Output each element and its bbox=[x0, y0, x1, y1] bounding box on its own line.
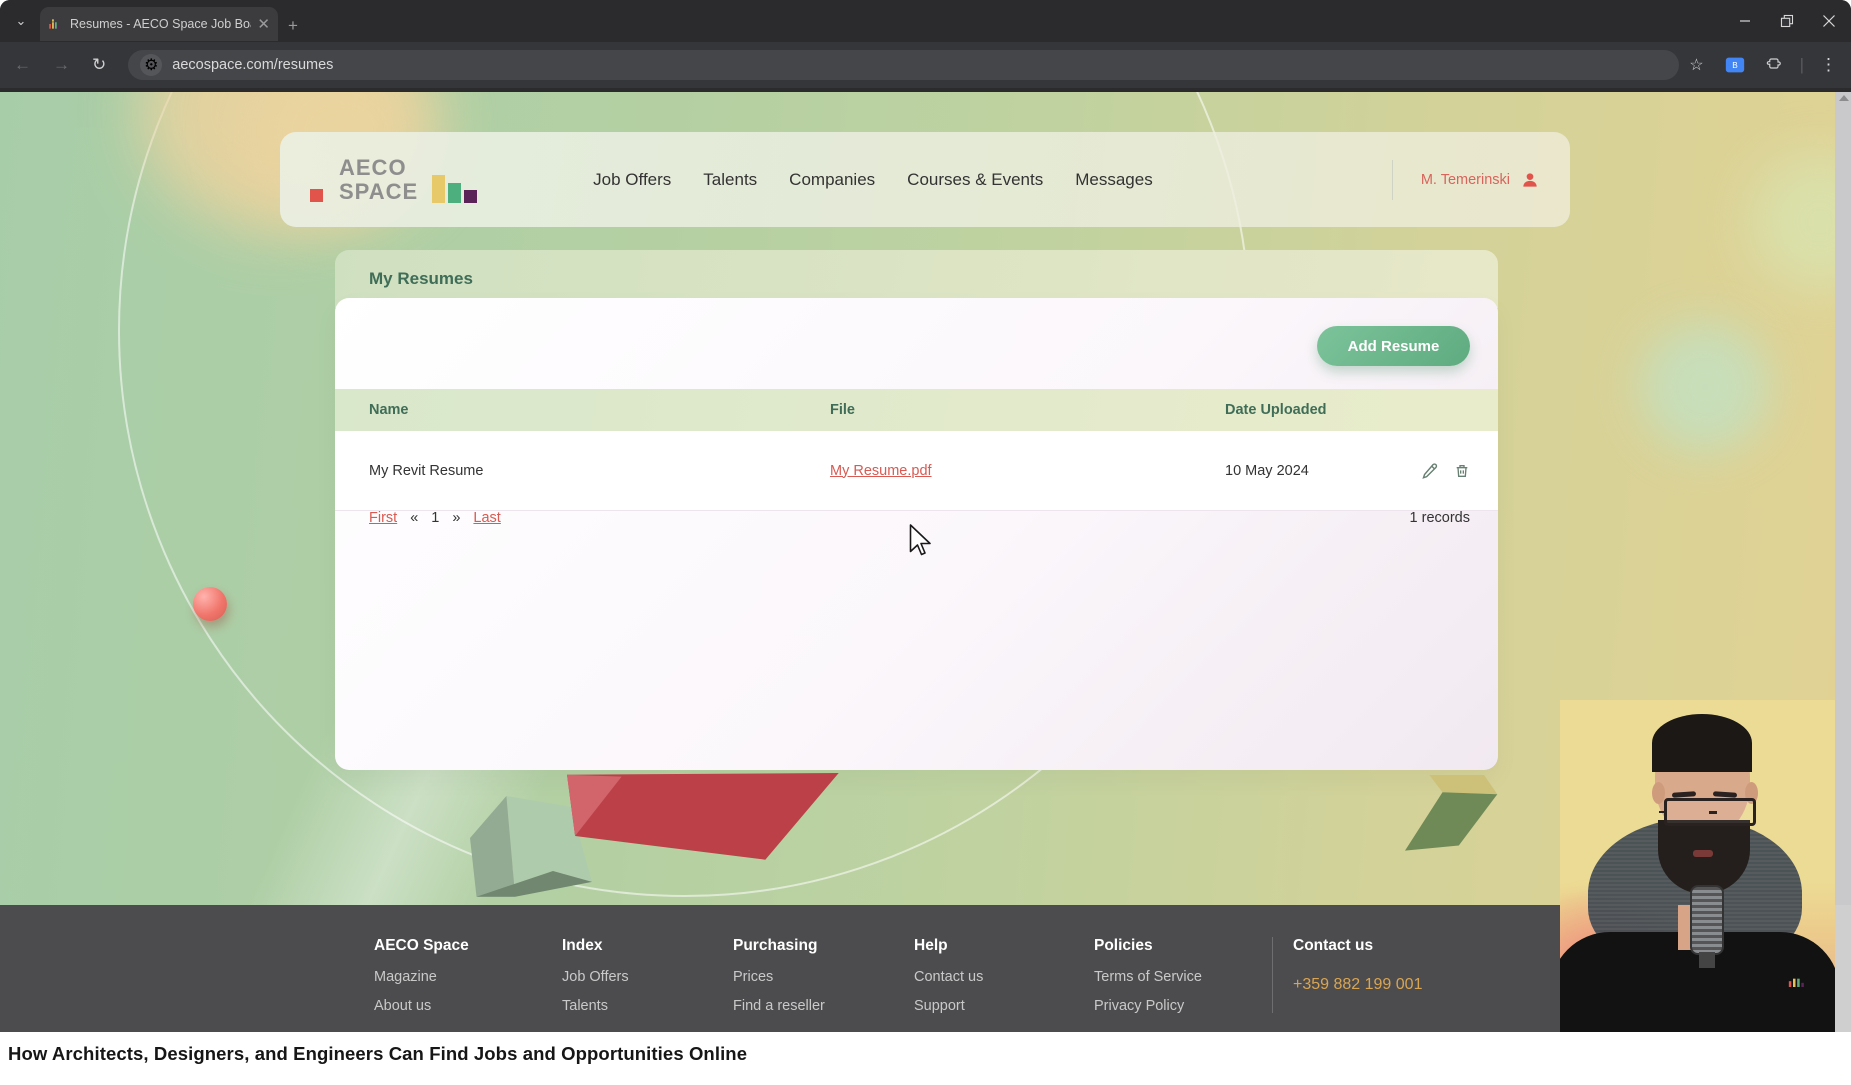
svg-text:B: B bbox=[1732, 61, 1738, 70]
